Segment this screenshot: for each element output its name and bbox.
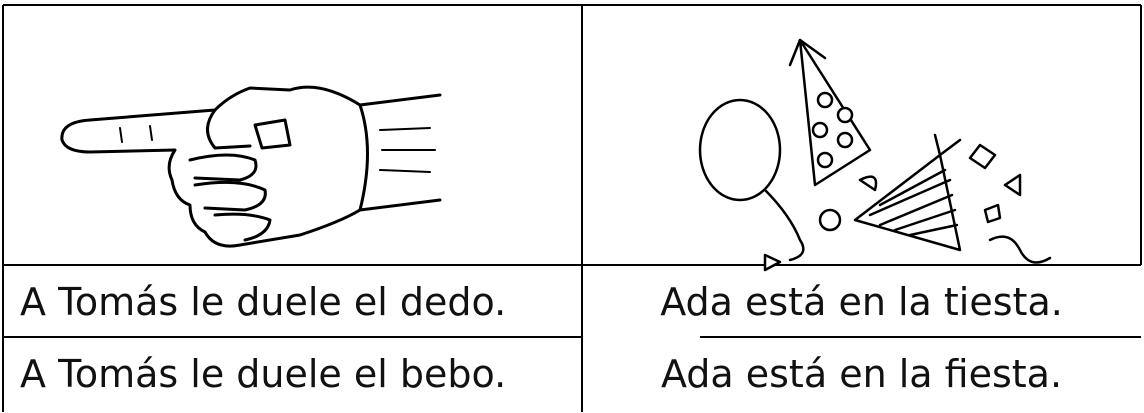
sentence: A Tomás le duele el dedo.	[20, 280, 507, 324]
sentence: Ada está en la fiesta.	[660, 352, 1063, 396]
party-image	[698, 38, 1052, 272]
sentence: Ada está en la tiesta.	[660, 280, 1063, 324]
hand-image	[60, 85, 442, 248]
sentence: A Tomás le duele el bebo.	[20, 352, 507, 396]
